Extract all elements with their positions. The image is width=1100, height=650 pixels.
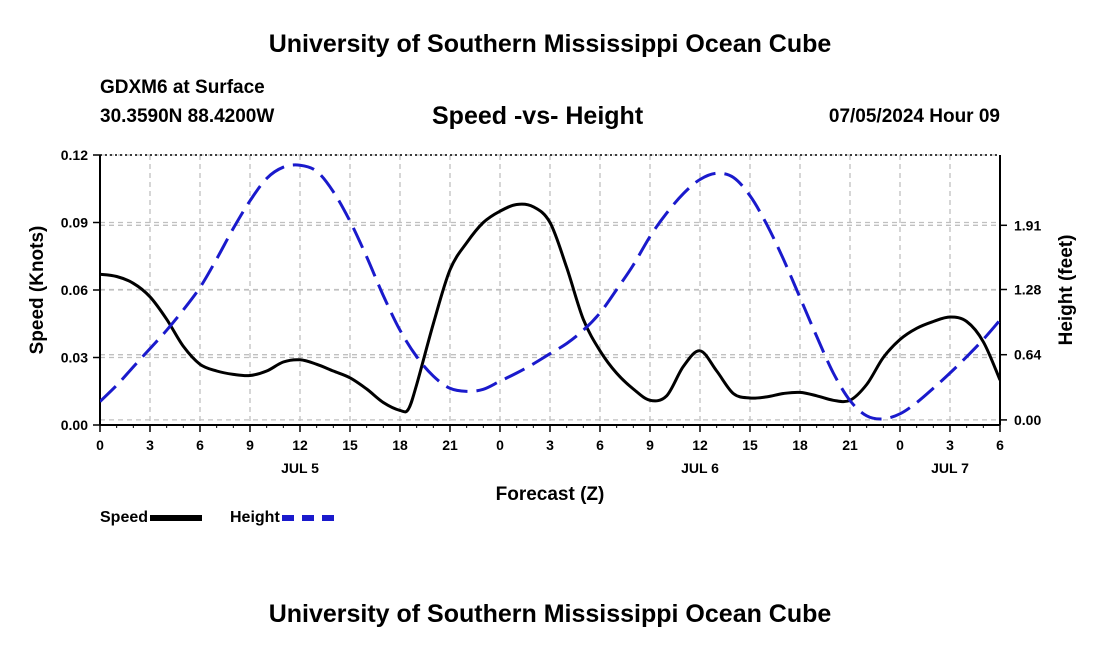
left-tick-label: 0.09 (61, 215, 88, 231)
x-tick-label: 15 (742, 437, 758, 453)
right-tick-label: 0.00 (1014, 412, 1041, 428)
x-tick-label: 18 (392, 437, 408, 453)
x-tick-label: 6 (996, 437, 1004, 453)
x-tick-label: 0 (96, 437, 104, 453)
x-tick-label: 21 (842, 437, 858, 453)
legend-speed-swatch (150, 515, 203, 521)
day-label: JUL 6 (681, 460, 719, 476)
legend-speed: Speed (100, 509, 203, 527)
x-tick-label: 18 (792, 437, 808, 453)
x-tick-label: 3 (946, 437, 954, 453)
latlon-label: 30.3590N 88.4200W (100, 106, 275, 127)
x-tick-label: 0 (896, 437, 904, 453)
left-tick-label: 0.03 (61, 350, 88, 366)
x-tick-label: 3 (146, 437, 154, 453)
x-tick-label: 21 (442, 437, 458, 453)
x-tick-label: 9 (246, 437, 254, 453)
x-axis-title: Forecast (Z) (496, 484, 605, 505)
forecast-date: 07/05/2024 Hour 09 (828, 106, 1000, 127)
day-label: JUL 7 (931, 460, 969, 476)
legend-height-label: Height (230, 509, 280, 526)
right-tick-label: 1.28 (1014, 281, 1041, 297)
left-tick-label: 0.06 (61, 282, 88, 298)
right-axis-title: Height (feet) (1056, 235, 1077, 346)
x-tick-label: 15 (342, 437, 358, 453)
legend-speed-label: Speed (100, 509, 149, 526)
legend-height-swatch (281, 515, 334, 521)
x-tick-label: 0 (496, 437, 504, 453)
page-title: University of Southern Mississippi Ocean… (268, 30, 832, 58)
height-series-line (100, 163, 1000, 421)
right-tick-label: 1.91 (1014, 217, 1041, 233)
x-tick-label: 12 (292, 437, 308, 453)
day-label: JUL 5 (281, 460, 319, 476)
x-tick-label: 9 (646, 437, 654, 453)
right-tick-label: 0.64 (1014, 347, 1041, 363)
x-tick-label: 3 (546, 437, 554, 453)
left-tick-label: 0.12 (61, 147, 88, 163)
chart-title: Speed -vs- Height (432, 102, 644, 130)
x-tick-label: 6 (596, 437, 604, 453)
left-axis-title: Speed (Knots) (27, 226, 48, 355)
x-tick-label: 12 (692, 437, 708, 453)
legend-height: Height (230, 509, 334, 527)
x-tick-label: 6 (196, 437, 204, 453)
footer-title: University of Southern Mississippi Ocean… (268, 600, 832, 628)
station-label: GDXM6 at Surface (100, 77, 265, 98)
left-tick-label: 0.00 (61, 417, 88, 433)
